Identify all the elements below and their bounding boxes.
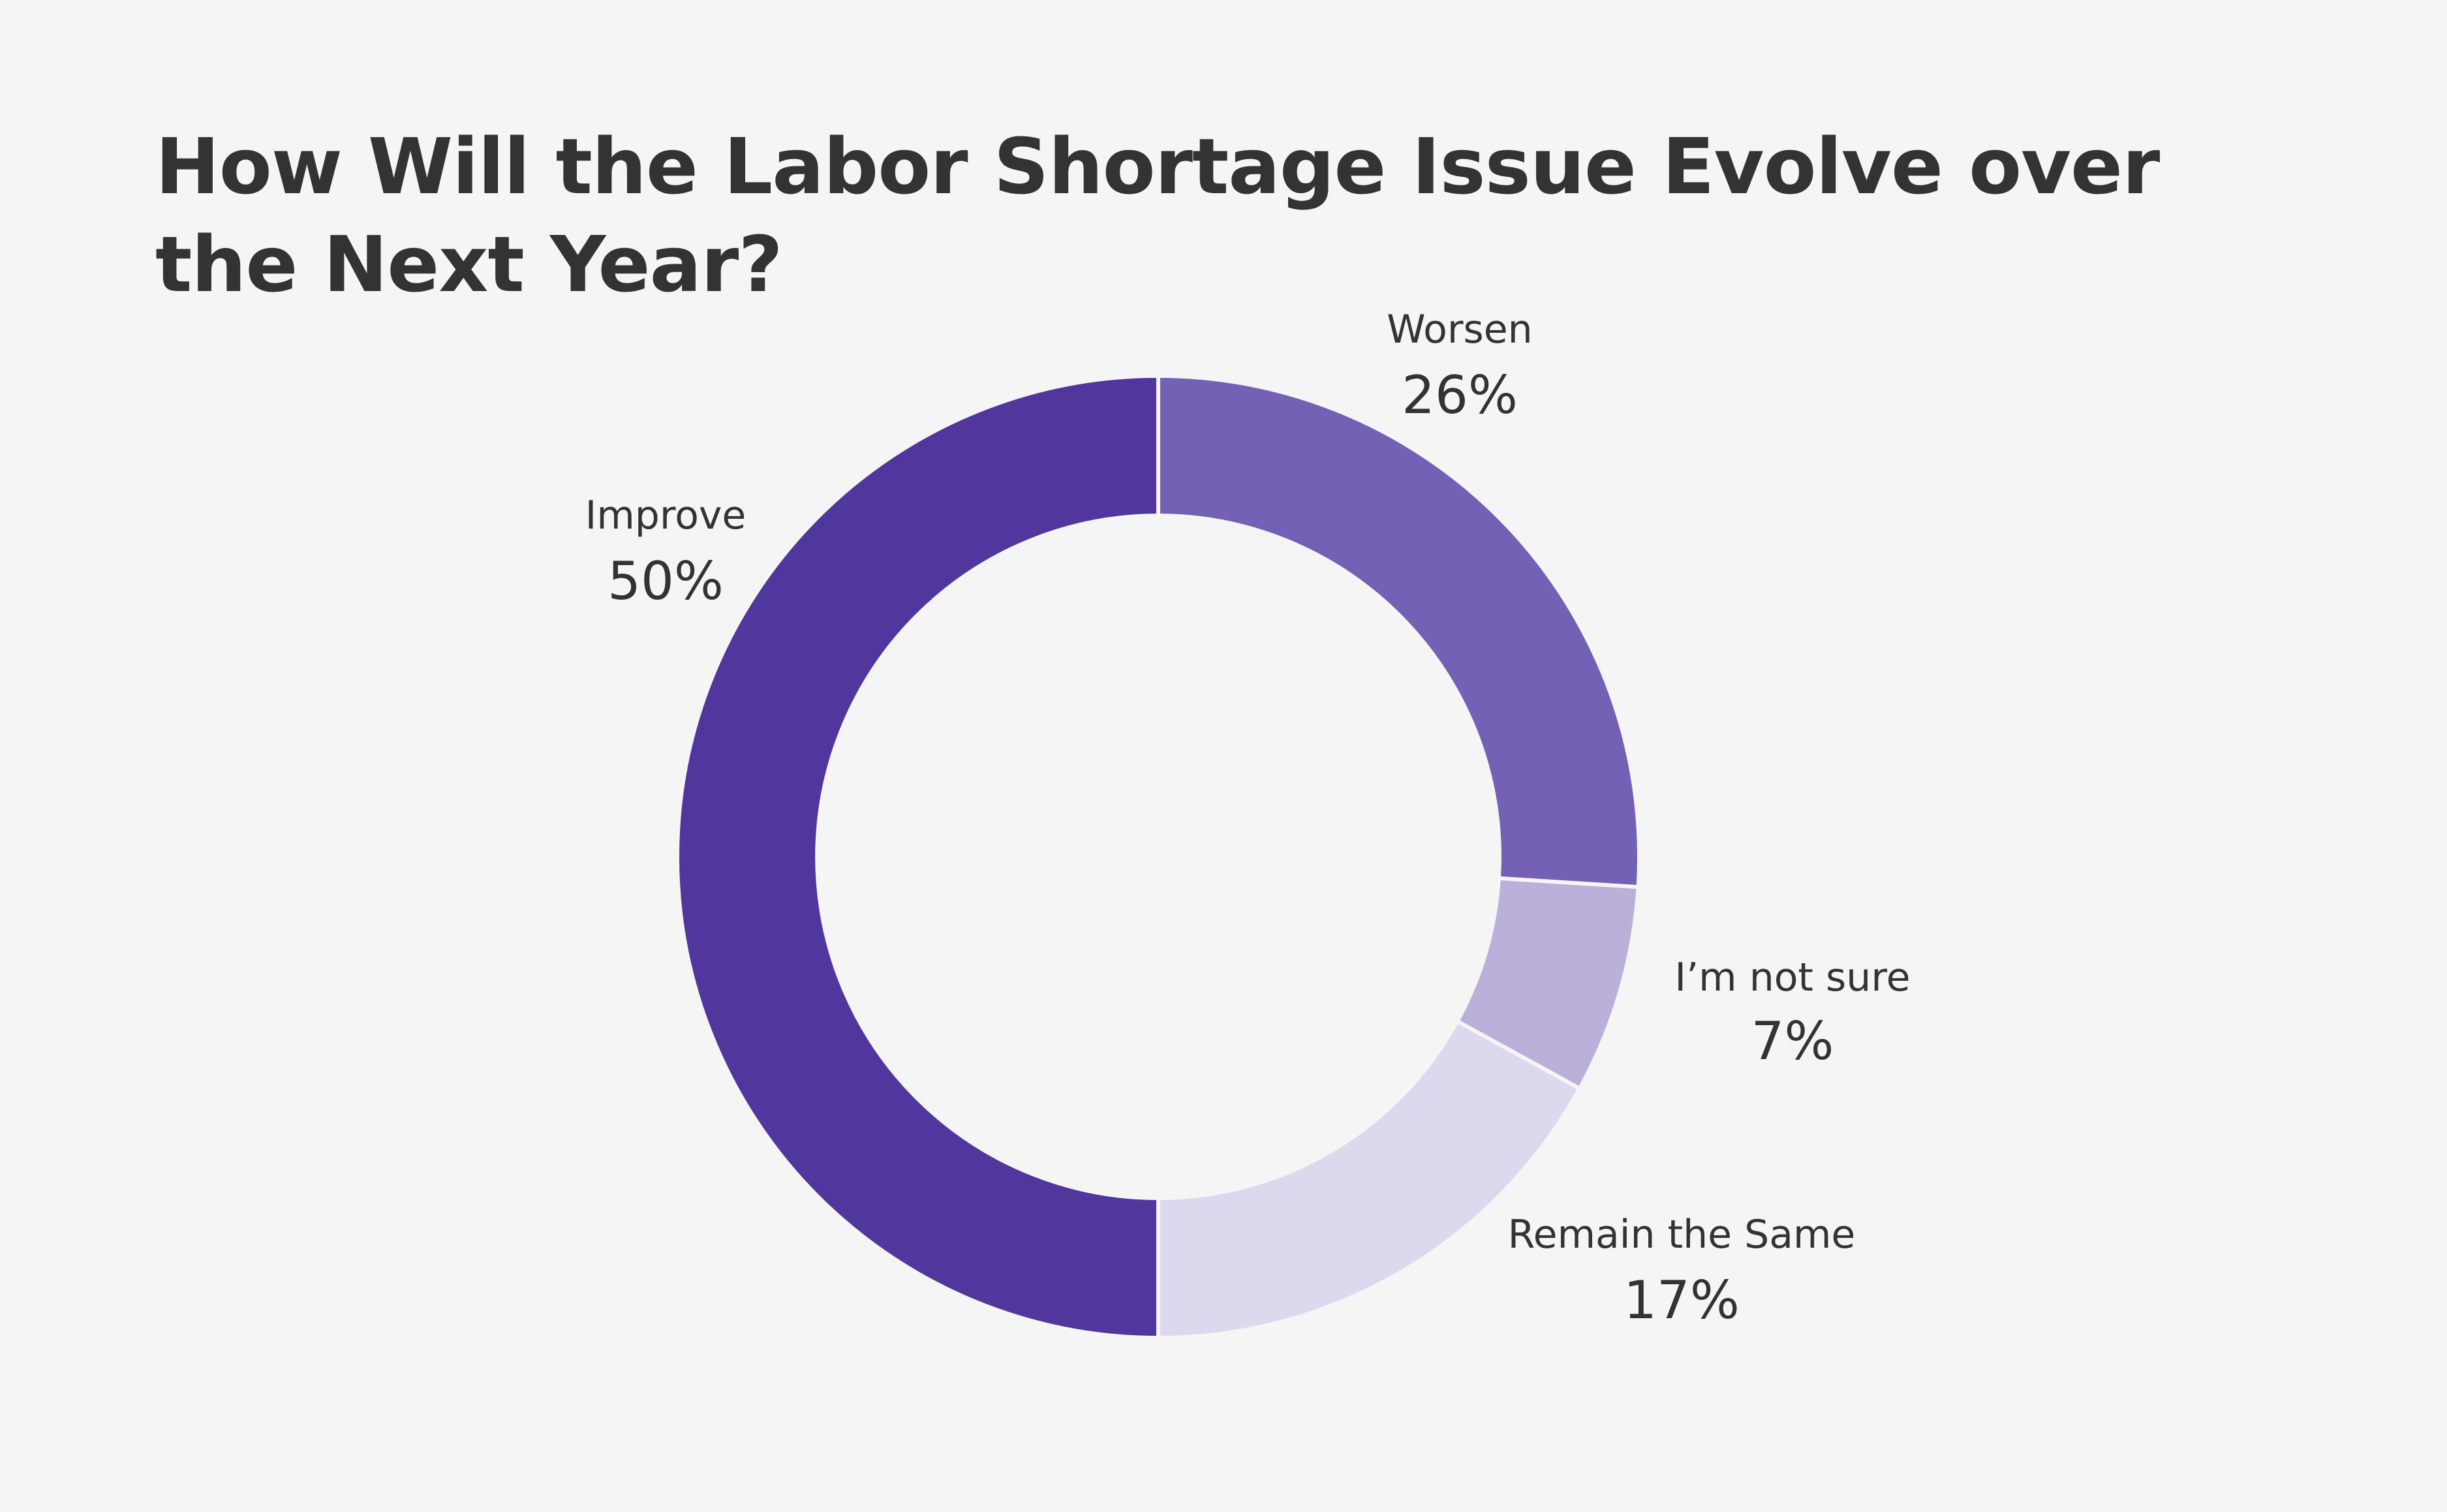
slice-improve <box>675 373 1160 1340</box>
slice-value-i-m-not-sure: 7% <box>1751 1011 1834 1072</box>
slice-value-improve: 50% <box>608 551 724 611</box>
slice-label-worsen: Worsen <box>1387 307 1532 352</box>
donut-slices <box>675 373 1642 1340</box>
slice-label-improve: Improve <box>585 493 746 538</box>
slice-worsen <box>1156 373 1642 889</box>
slice-label-remain-the-same: Remain the Same <box>1508 1212 1856 1257</box>
slice-label-i-m-not-sure: I’m not sure <box>1674 955 1910 1000</box>
slice-labels: Worsen 26% I’m not sure 7% Remain the Same 17… <box>585 307 1911 1331</box>
slice-value-worsen: 26% <box>1402 365 1518 425</box>
chart-title: How Will the Labor Shortage Issue Evolve… <box>155 121 2160 309</box>
slice-value-remain-the-same: 17% <box>1624 1270 1740 1331</box>
slice-remain-the-same <box>1156 1018 1582 1340</box>
